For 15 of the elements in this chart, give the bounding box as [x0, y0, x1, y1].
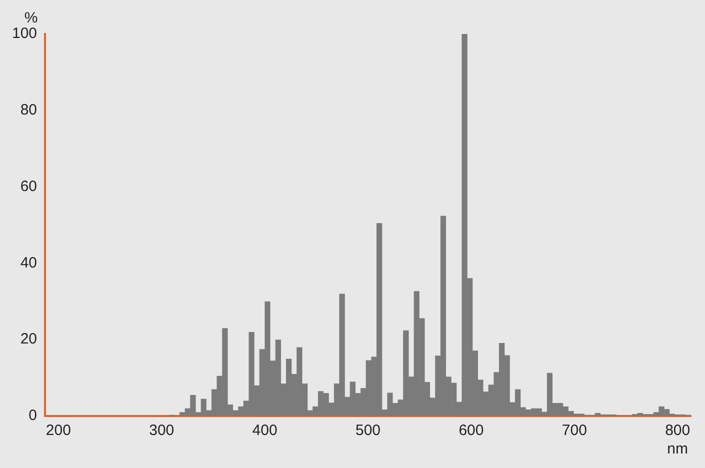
x-tick-label: 700: [562, 422, 587, 440]
x-tick-label: 500: [356, 422, 381, 440]
y-tick-label: 0: [28, 407, 38, 424]
x-tick-label: 400: [252, 422, 278, 440]
y-tick-label: 60: [20, 178, 38, 195]
y-axis-title: %: [24, 10, 38, 27]
y-tick-label: 80: [20, 102, 38, 119]
y-tick-label: 40: [20, 254, 38, 272]
x-axis-title: nm: [667, 440, 688, 458]
x-tick-label: 600: [458, 422, 484, 440]
y-tick-label: 100: [12, 25, 38, 42]
x-tick-label: 200: [46, 422, 71, 440]
x-tick-label: 800: [665, 422, 690, 440]
x-tick-label: 300: [149, 422, 174, 440]
y-tick-label: 20: [20, 330, 38, 348]
